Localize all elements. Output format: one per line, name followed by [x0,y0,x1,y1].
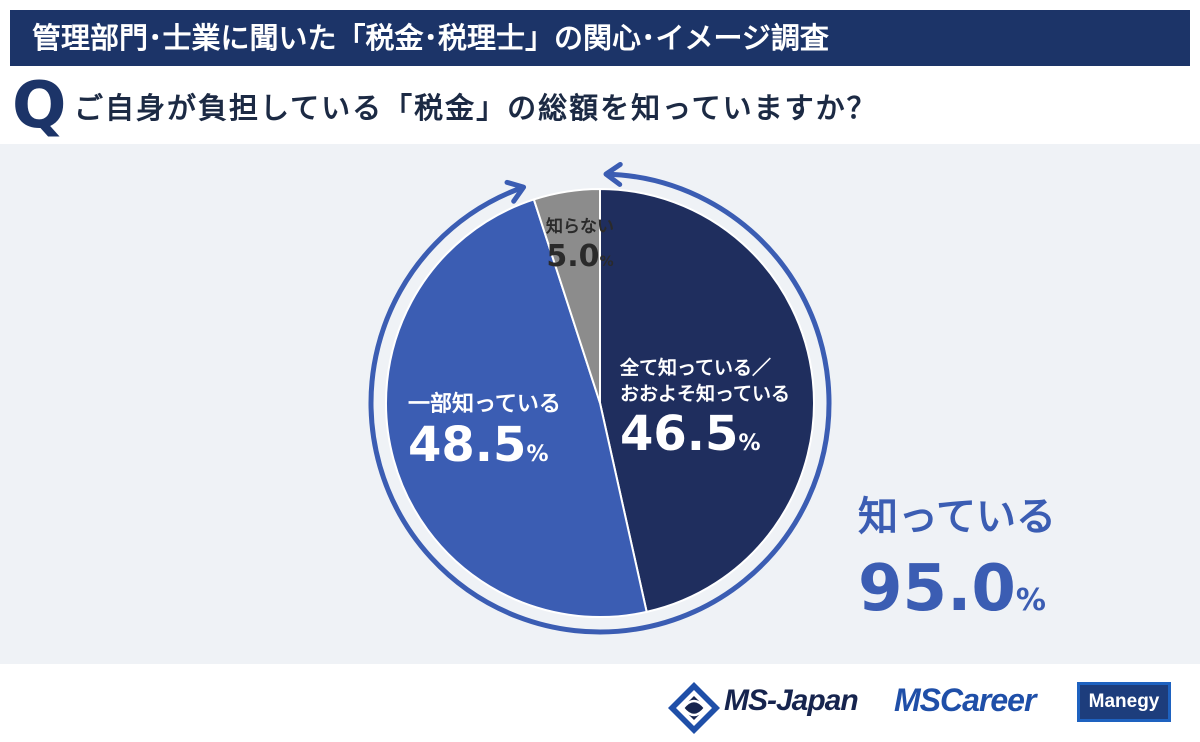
question-text: ご自身が負担している「税金」の総額を知っていますか？ [74,91,878,125]
question-mark-label: Q [12,69,67,143]
ms-career-logo-text: MSCareer [894,682,1036,718]
ms-japan-logo-icon [668,682,720,734]
slice-label: 全て知っている／ [619,356,771,379]
summary-ring-arc [368,171,832,635]
chart-area: 全て知っている／ おおよそ知っている 46.5% 一部知っている 48.5% 知らない 5.… [0,144,1200,664]
slice-label: おおよそ知っている [620,382,790,405]
footer: MS-Japan MSCareer Manegy [0,664,1200,742]
slice-value-label: 48.5% [408,417,548,473]
ring-arrowhead-end-icon [504,179,527,204]
slice-label: 一部知っている [408,391,561,417]
summary-value-label: 95.0% [858,552,1046,626]
ms-japan-logo-text: MS-Japan [724,684,859,717]
pie-slice [532,187,601,404]
pie-slice [385,198,648,618]
slice-value-label: 5.0% [546,239,613,274]
summary-label: 知っている [858,494,1056,540]
ring-arrowhead-start-icon [603,161,623,187]
pie-slice [599,187,815,614]
question-row: Q ご自身が負担している「税金」の総額を知っていますか？ [10,69,1190,144]
page-title: 管理部門･士業に聞いた「税金･税理士」の関心･イメージ調査 [10,10,1190,66]
slice-label: 知らない [545,216,614,237]
slice-value-label: 46.5% [620,406,760,462]
manegy-logo: Manegy [1077,682,1171,722]
